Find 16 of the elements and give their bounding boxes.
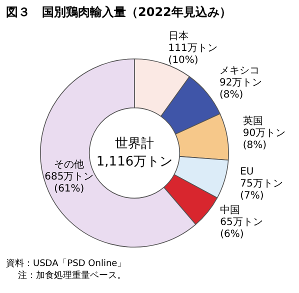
data-label: 90万トン (8%) [242,128,286,152]
data-label: 65万トン (6%) [220,216,263,240]
slice-label: 日本 [168,30,188,42]
data-label: 92万トン (8%) [220,78,262,101]
data-label: 75万トン (7%) [240,178,283,202]
data-label: 111万トン (10%) [168,42,218,66]
slice-label: その他 [54,158,84,171]
data-label: 685万トン (61%) [44,172,94,195]
chart-title: 図３ 国別鶏肉輸入量（2022年見込み） [5,4,232,21]
text: 注：加食処理重量ベース。 [17,270,127,282]
slice-label: メキシコ [220,66,260,77]
slice-label: 中国 [220,204,240,216]
text: 資料：USDA「PSD Online」 [6,258,128,270]
slice-label: 英国 [242,115,263,128]
text: 世界計 1,116万トン [96,136,173,170]
slice-label: EU [240,166,254,178]
